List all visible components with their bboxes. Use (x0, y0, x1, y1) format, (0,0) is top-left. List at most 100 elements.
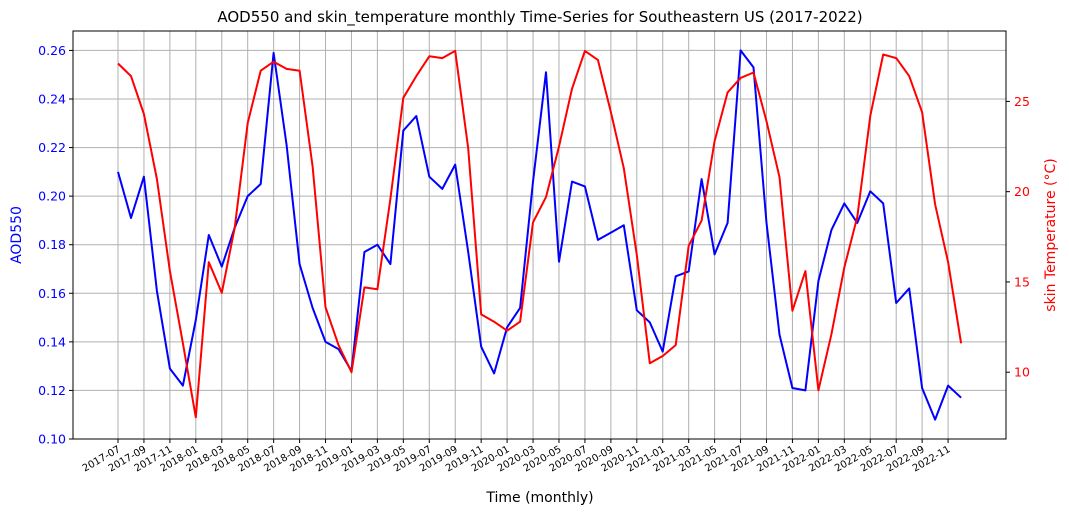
aod550-point (130, 217, 132, 219)
aod550-point (688, 270, 690, 272)
aod550-point (843, 202, 845, 204)
skin-temperature-point (363, 286, 365, 288)
skin-temperature-point (921, 111, 923, 113)
skin-temperature-point (830, 333, 832, 335)
skin-temperature-point (415, 75, 417, 77)
aod550-point (882, 202, 884, 204)
skin-temperature-point (493, 321, 495, 323)
aod550-point (623, 224, 625, 226)
skin-temperature-point (169, 270, 171, 272)
aod550-point (467, 251, 469, 253)
aod550-point (934, 419, 936, 421)
skin-temperature-point (558, 146, 560, 148)
aod550-point (558, 261, 560, 263)
skin-temperature-point (636, 254, 638, 256)
aod550-point (960, 397, 962, 399)
skin-temperature-point (584, 50, 586, 52)
aod550-point (519, 307, 521, 309)
skin-temperature-point (519, 321, 521, 323)
aod550-point (636, 309, 638, 311)
aod550-point (830, 229, 832, 231)
left-y-tick-label: 0.14 (38, 334, 66, 349)
aod550-point (610, 232, 612, 234)
chart-title: AOD550 and skin_temperature monthly Time… (217, 8, 862, 27)
aod550-point (753, 66, 755, 68)
aod550-point (415, 115, 417, 117)
aod550-point (286, 144, 288, 146)
aod550-point (273, 52, 275, 54)
skin-temperature-point (195, 416, 197, 418)
aod550-point (221, 266, 223, 268)
skin-temperature-point (234, 227, 236, 229)
x-axis-label: Time (monthly) (485, 490, 593, 506)
skin-temperature-point (623, 167, 625, 169)
skin-temperature-point (610, 111, 612, 113)
aod550-point (506, 326, 508, 328)
skin-temperature-point (247, 122, 249, 124)
aod550-point (817, 280, 819, 282)
skin-temperature-point (947, 261, 949, 263)
aod550-point (247, 195, 249, 197)
skin-temperature-point (325, 306, 327, 308)
skin-temperature-series-line (117, 49, 963, 419)
skin-temperature-point (714, 140, 716, 142)
skin-temperature-point (182, 342, 184, 344)
aod550-point (740, 49, 742, 51)
skin-temperature-point (882, 53, 884, 55)
aod550-point (493, 372, 495, 374)
skin-temperature-point (312, 165, 314, 167)
aod550-point (947, 385, 949, 387)
skin-temperature-point (506, 330, 508, 332)
right-y-tick-label: 15 (1014, 274, 1030, 289)
skin-temperature-point (117, 62, 119, 64)
aod550-point (312, 307, 314, 309)
skin-temperature-point (260, 70, 262, 72)
skin-temperature-point (895, 57, 897, 59)
aod550-point (727, 222, 729, 224)
aod550-point (376, 244, 378, 246)
skin-temperature-point (428, 55, 430, 57)
aod550-point (325, 341, 327, 343)
skin-temperature-point (337, 344, 339, 346)
skin-temperature-point (376, 288, 378, 290)
skin-temperature-point (441, 57, 443, 59)
skin-temperature-point (727, 91, 729, 93)
aod550-point (195, 319, 197, 321)
aod550-point (299, 263, 301, 265)
aod550-point (778, 334, 780, 336)
skin-temperature-point (454, 50, 456, 52)
skin-temperature-point (480, 313, 482, 315)
aod550-point (675, 275, 677, 277)
aod550-point (571, 181, 573, 183)
left-y-tick-label: 0.24 (38, 92, 66, 107)
aod550-point (363, 251, 365, 253)
skin-temperature-point (960, 342, 962, 344)
skin-temperature-point (934, 203, 936, 205)
skin-temperature-point (221, 292, 223, 294)
skin-temperature-point (766, 120, 768, 122)
skin-temperature-point (467, 147, 469, 149)
left-y-axis-label: AOD550 (9, 206, 25, 264)
series-lines (117, 49, 963, 421)
aod550-point (804, 389, 806, 391)
skin-temperature-point (778, 176, 780, 178)
skin-temperature-point (273, 61, 275, 63)
skin-temperature-point (130, 75, 132, 77)
skin-temperature-point (791, 310, 793, 312)
skin-temperature-point (662, 355, 664, 357)
aod550-point (441, 188, 443, 190)
aod550-point (169, 368, 171, 370)
skin-temperature-point (675, 344, 677, 346)
aod550-point (662, 351, 664, 353)
aod550-point (480, 346, 482, 348)
left-y-tick-label: 0.20 (38, 189, 66, 204)
aod550-point (584, 185, 586, 187)
aod550-point (649, 321, 651, 323)
right-y-tick-label: 20 (1014, 184, 1030, 199)
aod550-point (921, 387, 923, 389)
aod550-point (208, 234, 210, 236)
skin-temperature-point (869, 115, 871, 117)
skin-temperature-point (286, 68, 288, 70)
skin-temperature-point (908, 75, 910, 77)
